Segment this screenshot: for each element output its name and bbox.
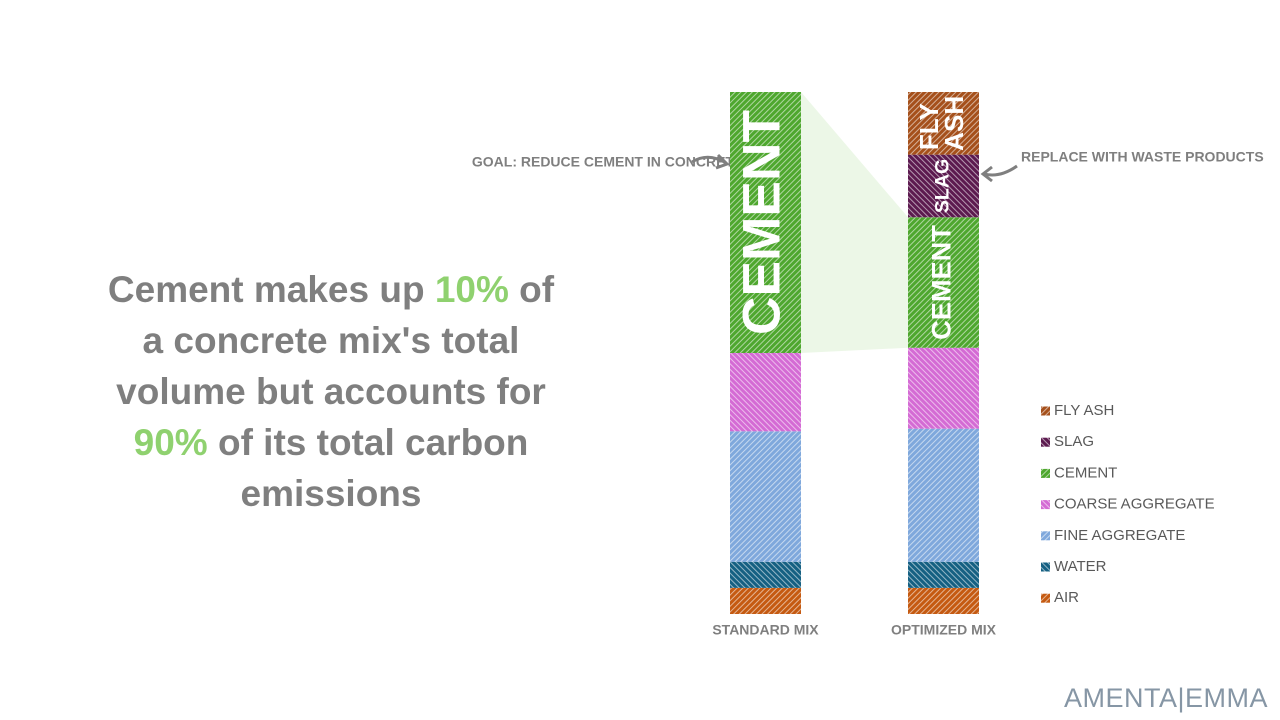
legend-swatch — [1041, 500, 1050, 510]
bar-segment — [908, 154, 979, 218]
headline-part: of its total carbon emissions — [207, 422, 529, 514]
annotation: GOAL: REDUCE CEMENT IN CONCRETE MIX — [472, 154, 773, 170]
legend-label: FLY ASH — [1054, 402, 1114, 419]
logo: AMENTA|EMMA — [1063, 683, 1268, 713]
legend-swatch — [1041, 531, 1050, 541]
bar-segment — [908, 428, 979, 562]
arrow-head — [715, 153, 730, 170]
headline-part: Cement makes up — [107, 269, 435, 310]
legend-swatch — [1041, 468, 1050, 478]
bar-segment — [908, 92, 979, 155]
headline: Cement makes up 10% of a concrete mix's … — [101, 264, 561, 519]
arrow-head — [980, 165, 993, 183]
headline-part: 10% — [434, 269, 509, 310]
legend-swatch — [1041, 562, 1050, 572]
segment-label: FLY ASH — [914, 96, 969, 151]
connector — [801, 92, 908, 353]
segment-label: SLAG — [932, 159, 954, 213]
segment-label: CEMENT — [733, 110, 792, 335]
x-tick-label: STANDARD MIX — [712, 622, 819, 638]
legend-label: SLAG — [1054, 433, 1094, 450]
x-tick-label: OPTIMIZED MIX — [891, 622, 997, 638]
legend-swatch — [1041, 437, 1050, 447]
legend-label: FINE AGGREGATE — [1054, 527, 1185, 544]
bar-segment — [908, 217, 979, 348]
annotation: REPLACE WITH WASTE PRODUCTS — [1021, 149, 1264, 165]
legend-label: COARSE AGGREGATE — [1054, 496, 1215, 513]
bar-segment — [908, 587, 979, 614]
legend-swatch — [1041, 406, 1050, 416]
bar-segment — [730, 587, 801, 614]
bar-segment — [908, 561, 979, 588]
arrow — [983, 164, 1018, 177]
bar-segment — [730, 353, 801, 432]
headline-part: of a concrete mix's total volume but acc… — [116, 269, 555, 412]
bar-segment — [730, 92, 801, 353]
legend-swatch — [1041, 593, 1050, 603]
bar-segment — [730, 431, 801, 562]
legend-label: CEMENT — [1054, 464, 1117, 481]
legend-label: AIR — [1054, 589, 1079, 606]
headline-part: 90% — [133, 422, 208, 463]
legend-label: WATER — [1054, 558, 1107, 575]
bar-segment — [908, 347, 979, 429]
bar-segment — [730, 561, 801, 588]
segment-label: CEMENT — [926, 225, 957, 340]
